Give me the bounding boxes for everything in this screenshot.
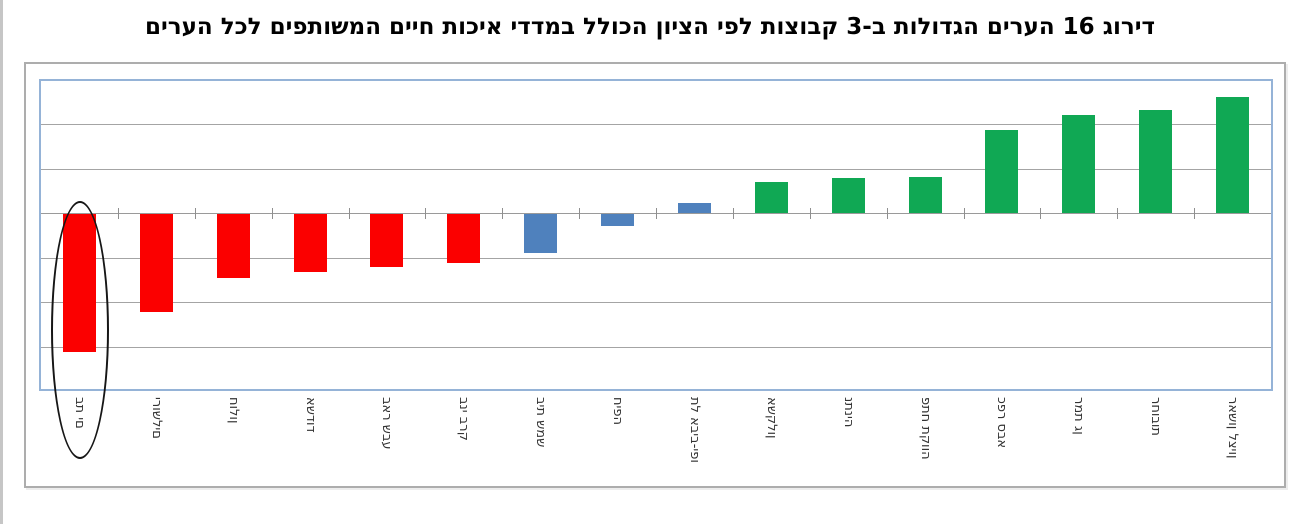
chart-bar: [293, 214, 327, 273]
axis-tick: [579, 207, 581, 219]
category-label: תל אביב-יפו: [686, 397, 702, 463]
axis-tick: [963, 207, 965, 219]
gridline: [41, 257, 1271, 259]
axis-tick: [194, 207, 196, 219]
chart-bar: [1062, 115, 1096, 213]
chart-bar: [831, 177, 865, 213]
category-label: אשדוד: [302, 397, 318, 433]
category-label: רמת גן: [1071, 397, 1087, 435]
axis-tick: [348, 207, 350, 219]
category-label: בית שמש: [533, 397, 549, 448]
chart-bar: [601, 214, 635, 226]
category-label: ירושלים: [148, 397, 164, 439]
chart-bar: [370, 214, 404, 267]
axis-tick: [1194, 207, 1196, 219]
category-label: בני ברק: [456, 397, 472, 441]
chart-bar: [139, 214, 173, 313]
chart-panel: בת ים ירושלים חולון אשדוד באר שבע בני ברק בית …: [24, 62, 1286, 488]
chart-bar: [524, 214, 558, 253]
chart-bar: [985, 129, 1019, 213]
axis-tick: [656, 207, 657, 219]
gridline: [41, 346, 1271, 348]
category-label: פתח תקווה: [917, 397, 933, 460]
axis-tick: [1040, 207, 1042, 219]
category-label: נתניה: [840, 397, 856, 428]
plot-area: [39, 79, 1273, 391]
category-label: חולון: [225, 397, 241, 424]
category-label: אשקלון: [763, 397, 779, 439]
category-label: בת ים: [71, 397, 87, 429]
chart-bar: [447, 214, 481, 264]
gridline: [41, 302, 1271, 303]
category-label: כפר סבא: [994, 397, 1010, 449]
category-label: באר שבע: [379, 397, 395, 450]
chart-bar: [754, 181, 788, 213]
highlight-ellipse: [51, 201, 109, 459]
chart-bar: [908, 176, 942, 213]
axis-tick: [809, 207, 811, 219]
axis-tick: [732, 207, 734, 219]
chart-bar: [677, 203, 711, 213]
axis-tick: [502, 207, 504, 219]
axis-tick: [425, 207, 427, 219]
axis-tick: [886, 207, 888, 219]
category-label: ראשון לציון: [1225, 397, 1241, 459]
axis-tick: [1117, 207, 1119, 219]
category-label: חיפה: [610, 397, 626, 426]
chart-bar: [1216, 97, 1250, 213]
axis-tick: [117, 207, 119, 219]
gridline: [41, 124, 1271, 125]
gridline: [41, 168, 1271, 170]
chart-title: דירוג 16 הערים הגדולות ב-3 קבוצות לפי הצ…: [144, 14, 1156, 40]
axis-tick: [271, 207, 273, 219]
chart-bar: [1139, 110, 1173, 213]
category-label: רחובות: [1148, 397, 1164, 436]
chart-bar: [216, 214, 250, 279]
screen-left-edge-line: [0, 0, 3, 524]
